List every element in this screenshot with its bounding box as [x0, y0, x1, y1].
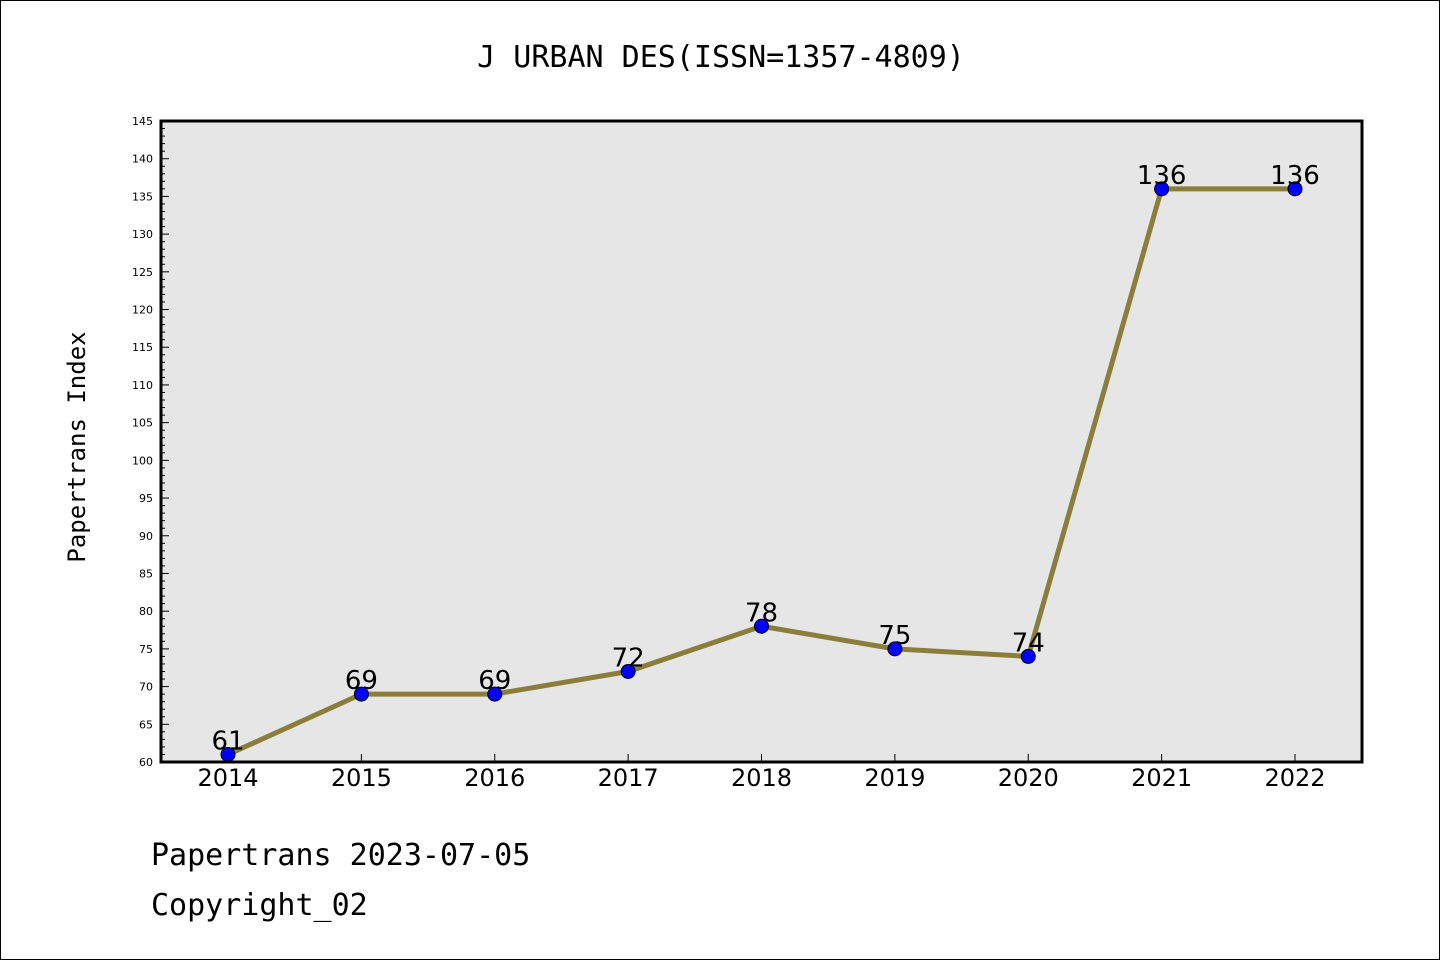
data-point — [887, 641, 903, 657]
x-tick-label: 2022 — [1264, 764, 1325, 792]
x-tick-label: 2015 — [331, 764, 392, 792]
data-point — [353, 686, 369, 702]
plot-border — [159, 119, 1364, 764]
data-point — [1287, 181, 1303, 197]
data-point — [1020, 648, 1036, 664]
y-tick-label: 105 — [132, 417, 153, 430]
x-tick-label: 2014 — [197, 764, 258, 792]
y-tick-label: 125 — [132, 266, 153, 279]
plot-area — [161, 121, 1362, 762]
x-tick-label: 2018 — [731, 764, 792, 792]
y-axis-label: Papertrans Index — [63, 331, 91, 562]
data-label: 136 — [1270, 161, 1320, 191]
y-tick-label: 135 — [132, 190, 153, 203]
y-tick-label: 140 — [132, 153, 153, 166]
footer-date-text: Papertrans 2023-07-05 — [151, 838, 530, 873]
data-label: 78 — [745, 598, 778, 628]
data-label: 69 — [478, 666, 511, 696]
y-tick-label: 145 — [132, 115, 153, 128]
data-label: 61 — [211, 726, 244, 756]
y-tick-label: 90 — [139, 530, 153, 543]
data-label: 74 — [1012, 628, 1045, 658]
y-axis: 60 65 70 75 80 85 90 95 100 105 110 115 120 125 130 135… — [132, 115, 169, 769]
x-tick-label: 2019 — [864, 764, 925, 792]
y-tick-label: 100 — [132, 454, 153, 467]
y-tick-label: 60 — [139, 756, 153, 769]
x-axis: 2014 2015 2016 2017 2018 2019 2020 2021 2022 — [197, 754, 1326, 792]
data-label: 69 — [345, 666, 378, 696]
y-tick-label: 70 — [139, 681, 153, 694]
data-point — [754, 618, 769, 634]
y-tick-label: 130 — [132, 228, 153, 241]
x-tick-label: 2016 — [464, 764, 525, 792]
footer-copyright-text: Copyright_02 — [151, 888, 368, 923]
y-tick-label: 75 — [139, 643, 153, 656]
data-labels: 61 69 69 72 78 75 74 136 136 — [211, 161, 1319, 757]
data-label: 136 — [1137, 161, 1187, 191]
y-tick-label: 95 — [139, 492, 153, 505]
y-tick-label: 65 — [139, 718, 153, 731]
x-tick-label: 2020 — [998, 764, 1059, 792]
y-tick-label: 115 — [132, 341, 153, 354]
y-tick-label: 80 — [139, 605, 153, 618]
y-tick-label: 85 — [139, 567, 153, 580]
data-point — [487, 686, 503, 702]
series-layer — [220, 181, 1303, 762]
y-tick-label: 120 — [132, 304, 153, 317]
data-point — [1154, 181, 1170, 197]
data-label: 75 — [878, 621, 911, 651]
x-tick-label: 2021 — [1131, 764, 1192, 792]
data-label: 72 — [612, 644, 645, 674]
chart-title: J URBAN DES(ISSN=1357-4809) — [477, 40, 965, 75]
data-point — [620, 664, 636, 680]
y-tick-label: 110 — [132, 379, 153, 392]
x-tick-label: 2017 — [598, 764, 659, 792]
